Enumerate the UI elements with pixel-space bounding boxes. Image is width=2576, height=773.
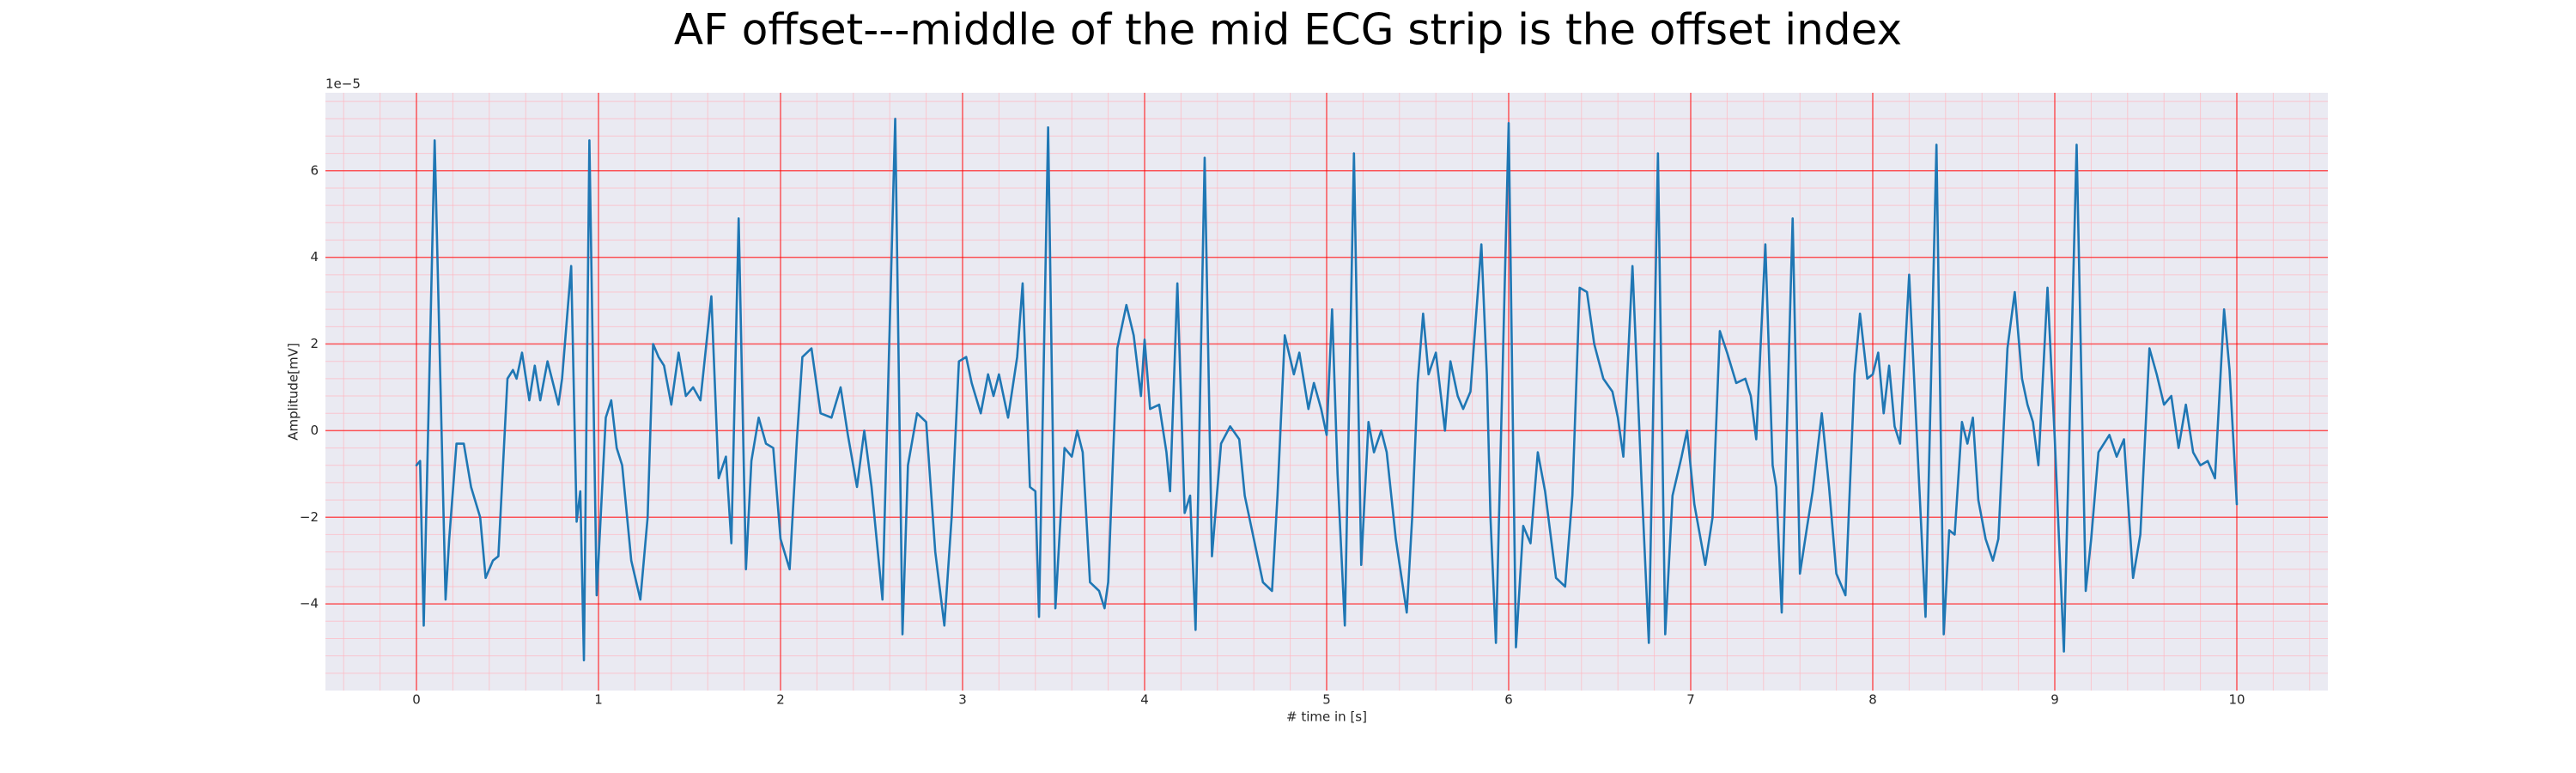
x-tick-label: 3 xyxy=(958,692,967,708)
y-tick-label: 4 xyxy=(310,249,319,265)
x-tick-label: 9 xyxy=(2050,692,2059,708)
x-tick-label: 4 xyxy=(1140,692,1149,708)
y-tick-label: 2 xyxy=(310,336,319,351)
x-tick-label: 6 xyxy=(1504,692,1513,708)
x-tick-label: 8 xyxy=(1868,692,1877,708)
x-axis-label: # time in [s] xyxy=(1286,709,1367,725)
chart-title: AF offset---middle of the mid ECG strip … xyxy=(674,5,1902,55)
y-axis-label: Amplitude[mV] xyxy=(286,343,301,440)
y-tick-label: −2 xyxy=(300,509,319,525)
x-tick-label: 5 xyxy=(1322,692,1331,708)
line-series xyxy=(415,117,2239,661)
x-tick-label: 1 xyxy=(594,692,603,708)
y-tick-label: 0 xyxy=(310,423,319,438)
y-tick-label: 6 xyxy=(310,162,319,178)
x-tick-label: 7 xyxy=(1686,692,1695,708)
x-tick-label: 2 xyxy=(776,692,785,708)
y-tick-label: −4 xyxy=(300,596,319,612)
x-tick-label: 0 xyxy=(412,692,421,708)
y-offset-text: 1e−5 xyxy=(325,76,361,92)
x-tick-label: 10 xyxy=(2228,692,2245,708)
